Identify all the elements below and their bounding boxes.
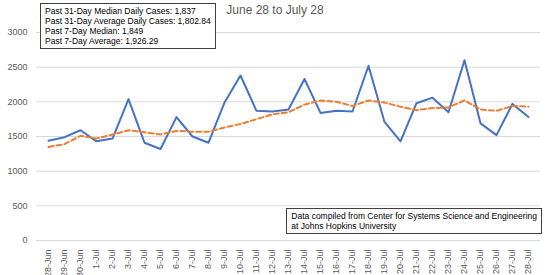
svg-text:8-Jul: 8-Jul <box>203 250 213 270</box>
svg-text:2000: 2000 <box>7 97 27 107</box>
svg-text:0: 0 <box>22 235 27 245</box>
svg-text:15-Jul: 15-Jul <box>315 250 325 275</box>
html-text:June 28 to July 28: June 28 to July 28 <box>226 3 324 17</box>
svg-text:1500: 1500 <box>7 131 27 141</box>
svg-text:2500: 2500 <box>7 62 27 72</box>
svg-text:4-Jul: 4-Jul <box>139 250 149 270</box>
svg-text:26-Jul: 26-Jul <box>491 250 501 275</box>
html-text:Past 31-Day Median Daily Cases: Past 31-Day Median Daily Cases: 1,837 <box>45 6 196 16</box>
html-text:Past 7-Day Average: 1,926.29: Past 7-Day Average: 1,926.29 <box>45 36 159 46</box>
svg-text:30-Jun: 30-Jun <box>75 250 85 275</box>
svg-text:10-Jul: 10-Jul <box>235 250 245 275</box>
svg-text:9-Jul: 9-Jul <box>219 250 229 270</box>
svg-text:24-Jul: 24-Jul <box>459 250 469 275</box>
svg-text:25-Jul: 25-Jul <box>475 250 485 275</box>
svg-text:3000: 3000 <box>7 27 27 37</box>
html-text:Past 31-Day Average Daily Case: Past 31-Day Average Daily Cases: 1,802.8… <box>45 16 211 26</box>
svg-text:27-Jul: 27-Jul <box>507 250 517 275</box>
svg-text:20-Jul: 20-Jul <box>395 250 405 275</box>
svg-text:28-Jun: 28-Jun <box>43 250 53 275</box>
svg-text:21-Jul: 21-Jul <box>411 250 421 275</box>
svg-text:22-Jul: 22-Jul <box>427 250 437 275</box>
svg-text:18-Jul: 18-Jul <box>363 250 373 275</box>
svg-text:5-Jul: 5-Jul <box>155 250 165 270</box>
svg-text:12-Jul: 12-Jul <box>267 250 277 275</box>
svg-text:23-Jul: 23-Jul <box>443 250 453 275</box>
svg-text:19-Jul: 19-Jul <box>379 250 389 275</box>
svg-text:17-Jul: 17-Jul <box>347 250 357 275</box>
svg-text:14-Jul: 14-Jul <box>299 250 309 275</box>
html-text:Data compiled from Center for: Data compiled from Center for Systems Sc… <box>291 211 537 221</box>
svg-text:13-Jul: 13-Jul <box>283 250 293 275</box>
svg-text:28-Jul: 28-Jul <box>523 250 533 275</box>
svg-text:2-Jul: 2-Jul <box>107 250 117 270</box>
svg-text:6-Jul: 6-Jul <box>171 250 181 270</box>
svg-text:1-Jul: 1-Jul <box>91 250 101 270</box>
svg-text:500: 500 <box>12 201 27 211</box>
svg-text:11-Jul: 11-Jul <box>251 250 261 274</box>
html-text:at Johns Hopkins University: at Johns Hopkins University <box>291 221 397 231</box>
svg-text:7-Jul: 7-Jul <box>187 250 197 270</box>
html-text:Past 7-Day Median: 1,849: Past 7-Day Median: 1,849 <box>45 26 144 36</box>
svg-text:1000: 1000 <box>7 166 27 176</box>
svg-text:16-Jul: 16-Jul <box>331 250 341 275</box>
svg-text:3-Jul: 3-Jul <box>123 250 133 270</box>
svg-text:29-Jun: 29-Jun <box>59 250 69 275</box>
